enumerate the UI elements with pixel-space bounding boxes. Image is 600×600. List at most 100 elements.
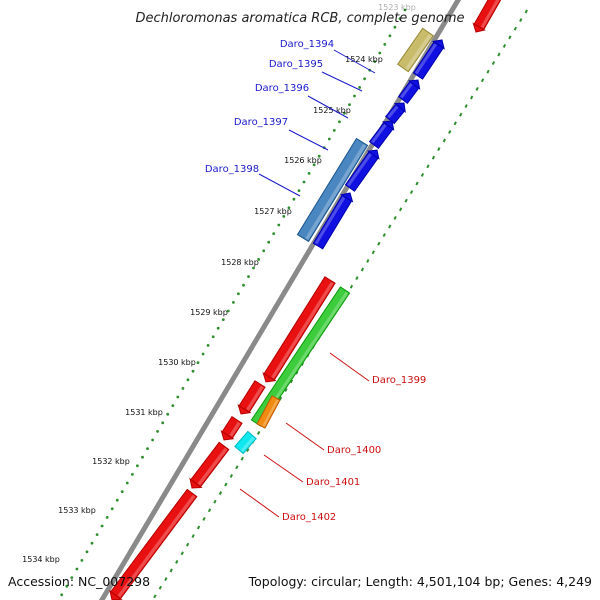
track-dot — [317, 154, 321, 158]
gene-red-1402[interactable] — [106, 488, 198, 600]
track-dot — [398, 17, 402, 20]
track-dash — [415, 181, 419, 186]
gene-daro-1398b[interactable] — [312, 190, 355, 250]
track-dot — [206, 344, 210, 347]
gene-daro-1395[interactable] — [412, 36, 448, 80]
track-dash — [257, 430, 261, 435]
gene-red-small-2[interactable] — [218, 416, 243, 444]
track-dot — [282, 215, 286, 218]
track-dot — [146, 447, 149, 450]
gene-features — [106, 0, 506, 600]
track-dot — [297, 189, 301, 193]
tick-labels: 1523 kbp 1524 kbp 1525 kbp 1526 kbp 1527 kbp… — [22, 3, 416, 564]
track-dash — [371, 250, 375, 255]
track-dash — [218, 491, 223, 496]
track-dash — [426, 164, 430, 169]
track-dot — [80, 559, 84, 562]
accession-text: Accession: NC_007298 — [8, 574, 150, 589]
track-dot — [216, 326, 220, 330]
track-dash — [207, 508, 212, 513]
track-dash — [360, 267, 365, 272]
track-dot — [267, 240, 271, 244]
track-dot — [166, 412, 170, 416]
track-dash — [404, 198, 408, 203]
track-dot — [136, 464, 139, 468]
track-dash — [153, 594, 157, 599]
track-dash — [229, 473, 233, 478]
gene-red-top[interactable] — [470, 0, 506, 35]
label-connector — [321, 71, 363, 92]
track-dot — [151, 438, 155, 442]
track-dash — [366, 258, 370, 263]
gene-daro-1397[interactable] — [385, 99, 409, 125]
track-dot — [75, 567, 79, 571]
track-dash — [175, 559, 179, 564]
gene-label-daro_1402[interactable]: Daro_1402 — [282, 512, 336, 523]
track-dot — [156, 430, 160, 433]
gene-daro-1399[interactable] — [250, 286, 351, 427]
track-dot — [201, 352, 205, 356]
gene-daro-1396[interactable] — [397, 76, 423, 105]
tick-label: 1534 kbp — [22, 555, 60, 564]
tick-label: 1525 kbp — [313, 106, 351, 115]
label-connector — [329, 352, 370, 382]
gene-daro-1401-cyan[interactable] — [234, 430, 257, 455]
track-dot — [105, 516, 109, 519]
gene-label-daro_1397[interactable]: Daro_1397 — [234, 117, 288, 128]
gene-labels: Daro_1394 Daro_1395 Daro_1396 Daro_1397 Daro… — [205, 39, 426, 523]
track-dot — [196, 361, 200, 364]
track-dash — [475, 86, 479, 91]
gene-label-daro_1398[interactable]: Daro_1398 — [205, 164, 259, 175]
track-dash — [453, 121, 457, 126]
track-dot — [388, 34, 392, 38]
gene-label-daro_1396[interactable]: Daro_1396 — [255, 83, 309, 94]
track-dash — [169, 568, 173, 573]
gene-highlight-steelblue[interactable] — [296, 137, 369, 243]
track-dash — [491, 61, 496, 66]
track-dash — [486, 69, 490, 74]
gene-label-daro_1399[interactable]: Daro_1399 — [372, 375, 426, 386]
track-dash — [382, 233, 386, 238]
track-dash — [442, 138, 446, 143]
track-dash — [180, 551, 184, 556]
track-dot — [226, 309, 230, 313]
track-dash — [349, 284, 354, 289]
track-dash — [377, 241, 381, 246]
track-dot — [327, 137, 331, 141]
gene-red-small-1[interactable] — [235, 380, 266, 417]
track-dash — [513, 26, 517, 31]
label-connector — [285, 422, 325, 451]
gene-daro-1400[interactable] — [256, 395, 281, 429]
map-title: Dechloromonas aromatica RCB, complete ge… — [135, 11, 464, 26]
track-dash — [191, 534, 195, 539]
track-dot — [60, 593, 64, 597]
gene-label-daro_1400[interactable]: Daro_1400 — [327, 445, 381, 456]
track-dot — [131, 473, 134, 476]
track-dash — [224, 482, 228, 487]
track-dot — [65, 584, 69, 588]
track-dot — [378, 51, 382, 55]
track-dash — [502, 43, 507, 48]
gene-label-daro_1395[interactable]: Daro_1395 — [269, 59, 323, 70]
gene-daro-1397b[interactable] — [368, 117, 397, 150]
track-dash — [355, 276, 359, 281]
track-dot — [115, 498, 119, 502]
track-dot — [262, 249, 266, 253]
label-connectors — [239, 49, 376, 518]
label-connector — [263, 454, 304, 483]
gene-label-daro_1401[interactable]: Daro_1401 — [306, 477, 360, 488]
track-dot — [332, 129, 336, 132]
gene-daro-1394[interactable] — [396, 27, 435, 73]
gene-daro-1399-red[interactable] — [260, 276, 336, 385]
gene-daro-1398[interactable] — [344, 146, 383, 192]
track-dot — [176, 395, 180, 399]
track-dash — [278, 396, 283, 401]
track-dot — [120, 490, 124, 493]
tick-label: 1523 kbp — [378, 3, 416, 12]
track-dot — [191, 369, 195, 373]
track-dash — [158, 585, 162, 590]
gene-red-1401[interactable] — [186, 441, 230, 492]
gene-label-daro_1394[interactable]: Daro_1394 — [280, 39, 334, 50]
track-dot — [272, 232, 276, 236]
